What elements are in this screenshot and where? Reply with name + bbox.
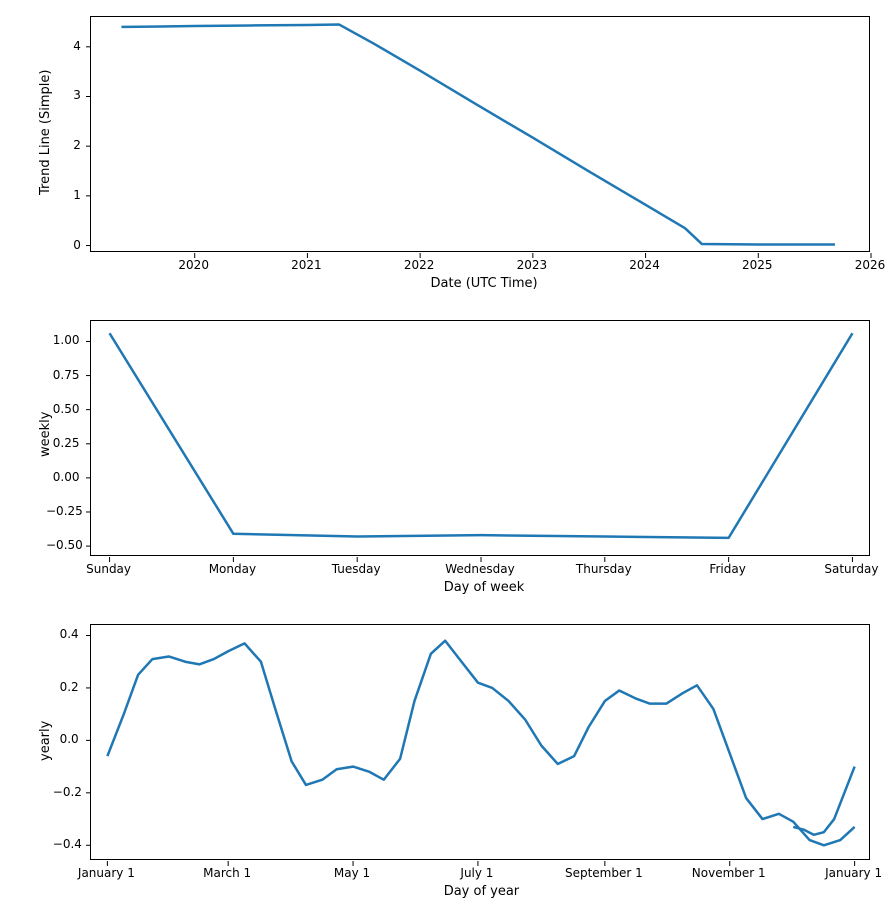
trend-plot-area bbox=[90, 16, 870, 252]
weekly-ytick-label: 0.75 bbox=[53, 368, 80, 382]
yearly-ytick-label: 0.4 bbox=[60, 627, 79, 641]
weekly-plot-area bbox=[90, 320, 870, 556]
trend-ytick-label: 2 bbox=[73, 138, 81, 152]
trend-ylabel: Trend Line (Simple) bbox=[38, 69, 53, 194]
weekly-xtick-label: Monday bbox=[209, 562, 256, 576]
yearly-ylabel: yearly bbox=[38, 721, 53, 761]
trend-xlabel: Date (UTC Time) bbox=[431, 276, 538, 291]
trend-xtick-label: 2022 bbox=[404, 258, 435, 272]
weekly-xlabel: Day of week bbox=[444, 580, 525, 595]
yearly-ytick-label: 0.0 bbox=[60, 732, 79, 746]
yearly-series-line bbox=[107, 641, 854, 846]
weekly-xtick-label: Sunday bbox=[86, 562, 131, 576]
trend-ytick-label: 1 bbox=[73, 188, 81, 202]
weekly-ytick-label: 0.25 bbox=[53, 436, 80, 450]
yearly-xtick-label: March 1 bbox=[203, 866, 251, 880]
yearly-xtick-label: November 1 bbox=[692, 866, 766, 880]
weekly-xtick-label: Tuesday bbox=[332, 562, 381, 576]
weekly-ytick-label: 0.00 bbox=[53, 470, 80, 484]
yearly-ytick-label: −0.2 bbox=[53, 785, 82, 799]
weekly-line-svg bbox=[91, 321, 871, 557]
weekly-series-line bbox=[110, 333, 853, 538]
yearly-line-svg bbox=[91, 625, 871, 861]
yearly-xtick-label: July 1 bbox=[460, 866, 493, 880]
yearly-ytick-label: 0.2 bbox=[60, 680, 79, 694]
weekly-ytick-label: −0.25 bbox=[46, 504, 83, 518]
weekly-ytick-label: −0.50 bbox=[46, 538, 83, 552]
yearly-xtick-label: January 1 bbox=[78, 866, 135, 880]
weekly-xtick-label: Thursday bbox=[576, 562, 632, 576]
weekly-xtick-label: Friday bbox=[709, 562, 745, 576]
trend-xtick-label: 2020 bbox=[178, 258, 209, 272]
weekly-xtick-label: Wednesday bbox=[445, 562, 514, 576]
weekly-xtick-label: Saturday bbox=[824, 562, 878, 576]
weekly-ylabel: weekly bbox=[38, 412, 53, 457]
yearly-xtick-label: May 1 bbox=[334, 866, 370, 880]
yearly-ytick-label: −0.4 bbox=[53, 837, 82, 851]
trend-series-line bbox=[121, 24, 834, 244]
trend-ytick-label: 0 bbox=[73, 238, 81, 252]
trend-xtick-label: 2021 bbox=[291, 258, 322, 272]
weekly-ytick-label: 0.50 bbox=[53, 402, 80, 416]
trend-xtick-label: 2024 bbox=[629, 258, 660, 272]
trend-xtick-label: 2026 bbox=[855, 258, 886, 272]
trend-line-svg bbox=[91, 17, 871, 253]
trend-ytick-label: 4 bbox=[73, 39, 81, 53]
yearly-xtick-label: January 1 bbox=[825, 866, 882, 880]
trend-ytick-label: 3 bbox=[73, 88, 81, 102]
yearly-xtick-label: September 1 bbox=[565, 866, 643, 880]
trend-xtick-label: 2023 bbox=[517, 258, 548, 272]
weekly-ytick-label: 1.00 bbox=[53, 333, 80, 347]
yearly-plot-area bbox=[90, 624, 870, 860]
yearly-xlabel: Day of year bbox=[444, 884, 519, 899]
yearly-series-line-extra bbox=[793, 767, 854, 835]
trend-xtick-label: 2025 bbox=[742, 258, 773, 272]
figure: Trend Line (Simple) Date (UTC Time) week… bbox=[0, 0, 889, 889]
